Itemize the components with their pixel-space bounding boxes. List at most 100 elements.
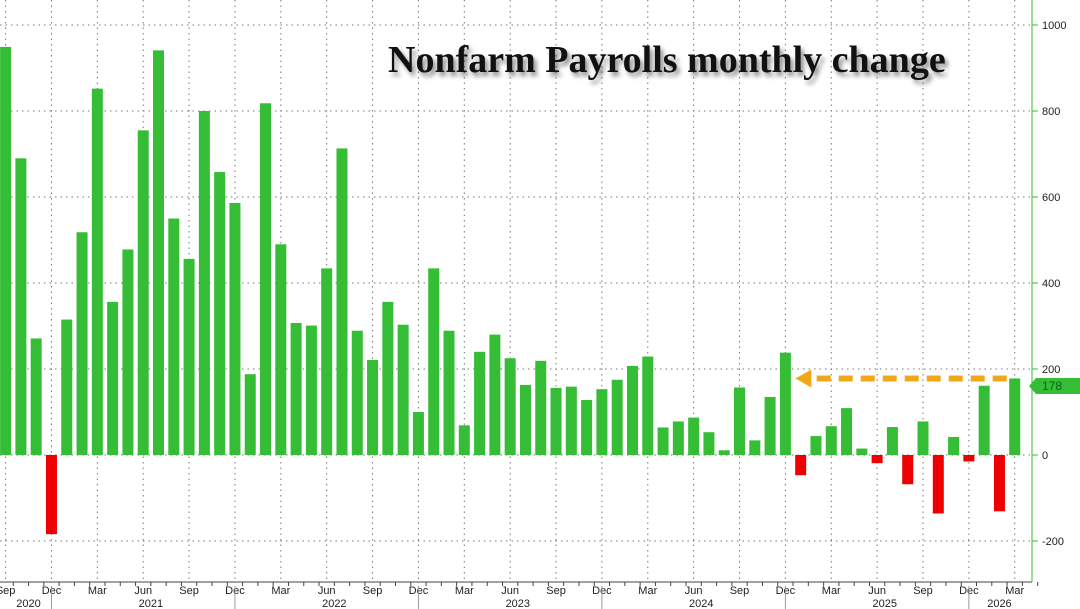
x-tick-label: Sep: [546, 585, 566, 597]
y-tick-label: -200: [1042, 536, 1064, 548]
x-tick-label: Sep: [179, 585, 199, 597]
bar-feb-2025: [810, 436, 822, 455]
bar-dec-2020: [45, 455, 57, 535]
bar-mar-2026: [1009, 378, 1021, 455]
bar-aug-2021: [168, 218, 180, 455]
x-tick-label: Sep: [363, 585, 383, 597]
bar-dec-2023: [596, 389, 608, 455]
last-value-tag: 178: [1029, 378, 1080, 394]
bar-may-2021: [122, 249, 134, 455]
bar-feb-2024: [626, 365, 638, 455]
bar-feb-2021: [76, 232, 88, 455]
bar-apr-2021: [107, 301, 119, 455]
bar-jul-2025: [886, 427, 898, 455]
bar-dec-2021: [229, 203, 241, 455]
bar-may-2025: [856, 448, 868, 455]
bar-aug-2024: [718, 450, 730, 455]
bar-sep-2021: [183, 258, 195, 455]
x-tick-label: Sep: [913, 585, 933, 597]
bar-mar-2021: [91, 88, 103, 455]
bar-sep-2025: [917, 421, 929, 455]
x-tick-label: Mar: [455, 585, 474, 597]
bar-nov-2024: [764, 396, 776, 455]
bar-dec-2025: [963, 455, 975, 462]
bar-may-2023: [489, 334, 501, 455]
bar-jan-2025: [795, 455, 807, 476]
bar-dec-2022: [412, 412, 424, 455]
bar-sep-2023: [550, 387, 562, 455]
bar-jun-2025: [871, 455, 883, 464]
bar-jan-2022: [244, 374, 256, 455]
x-tick-label: Sep: [0, 585, 15, 597]
bar-jun-2024: [688, 417, 700, 455]
bar-apr-2024: [657, 427, 669, 455]
x-tick-label: Mar: [88, 585, 107, 597]
y-tick-label: 600: [1042, 192, 1060, 204]
y-tick-label: 0: [1042, 450, 1048, 462]
bar-dec-2024: [779, 352, 791, 455]
x-tick-label: Jun: [685, 585, 703, 597]
y-tick-label: 400: [1042, 278, 1060, 290]
y-tick-label: 1000: [1042, 20, 1066, 32]
bar-jun-2021: [137, 130, 149, 455]
bar-nov-2023: [581, 399, 593, 455]
x-tick-label: Mar: [822, 585, 841, 597]
bar-feb-2026: [993, 455, 1005, 512]
bar-mar-2023: [458, 425, 470, 455]
bar-oct-2023: [565, 386, 577, 455]
x-tick-label: Jun: [868, 585, 886, 597]
bar-feb-2022: [260, 103, 272, 455]
bar-nov-2025: [948, 436, 960, 455]
bar-jul-2024: [703, 432, 715, 455]
year-label: 2024: [689, 598, 713, 609]
bar-aug-2022: [351, 330, 363, 455]
bar-apr-2023: [474, 351, 486, 455]
bar-sep-2022: [367, 359, 379, 455]
bar-jan-2026: [978, 385, 990, 455]
bar-apr-2025: [841, 408, 853, 455]
bar-mar-2025: [825, 426, 837, 455]
year-label: 2023: [506, 598, 530, 609]
x-tick-label: Mar: [271, 585, 290, 597]
bar-nov-2021: [214, 172, 226, 455]
bar-nov-2022: [397, 324, 409, 455]
bar-jan-2021: [61, 319, 73, 455]
x-tick-label: Sep: [730, 585, 750, 597]
year-label: 2025: [873, 598, 897, 609]
bar-aug-2023: [535, 360, 547, 455]
bar-may-2024: [672, 421, 684, 455]
year-label: 2022: [322, 598, 346, 609]
year-label: 2021: [139, 598, 163, 609]
bar-nov-2020: [30, 338, 42, 455]
bar-oct-2022: [382, 301, 394, 455]
bar-mar-2024: [642, 356, 654, 455]
bar-apr-2022: [290, 322, 302, 455]
bar-aug-2025: [902, 455, 914, 485]
bar-feb-2023: [443, 330, 455, 455]
bar-jan-2024: [611, 379, 623, 455]
chart-title: Nonfarm Payrolls monthly change: [388, 39, 946, 81]
x-tick-label: Jun: [134, 585, 152, 597]
x-tick-label: Jun: [501, 585, 519, 597]
bar-jun-2023: [504, 358, 516, 455]
year-label: 2020: [16, 598, 40, 609]
y-tick-label: 800: [1042, 106, 1060, 118]
x-tick-label: Jun: [318, 585, 336, 597]
bar-jul-2023: [519, 384, 531, 455]
bar-may-2022: [305, 325, 317, 455]
bar-sep-2024: [734, 387, 746, 455]
bar-oct-2025: [932, 455, 944, 514]
x-tick-label: Mar: [1005, 585, 1024, 597]
bar-jul-2021: [153, 50, 164, 456]
bar-oct-2021: [198, 111, 210, 455]
bar-oct-2024: [749, 440, 761, 455]
annotation-arrowhead: [795, 369, 812, 388]
bar-jan-2023: [428, 268, 440, 455]
bar-oct-2020: [15, 158, 27, 456]
x-tick-label: Mar: [638, 585, 657, 597]
bar-mar-2022: [275, 244, 287, 455]
bar-jul-2022: [336, 148, 348, 455]
bar-jun-2022: [321, 268, 333, 455]
y-tick-label: 200: [1042, 364, 1060, 376]
